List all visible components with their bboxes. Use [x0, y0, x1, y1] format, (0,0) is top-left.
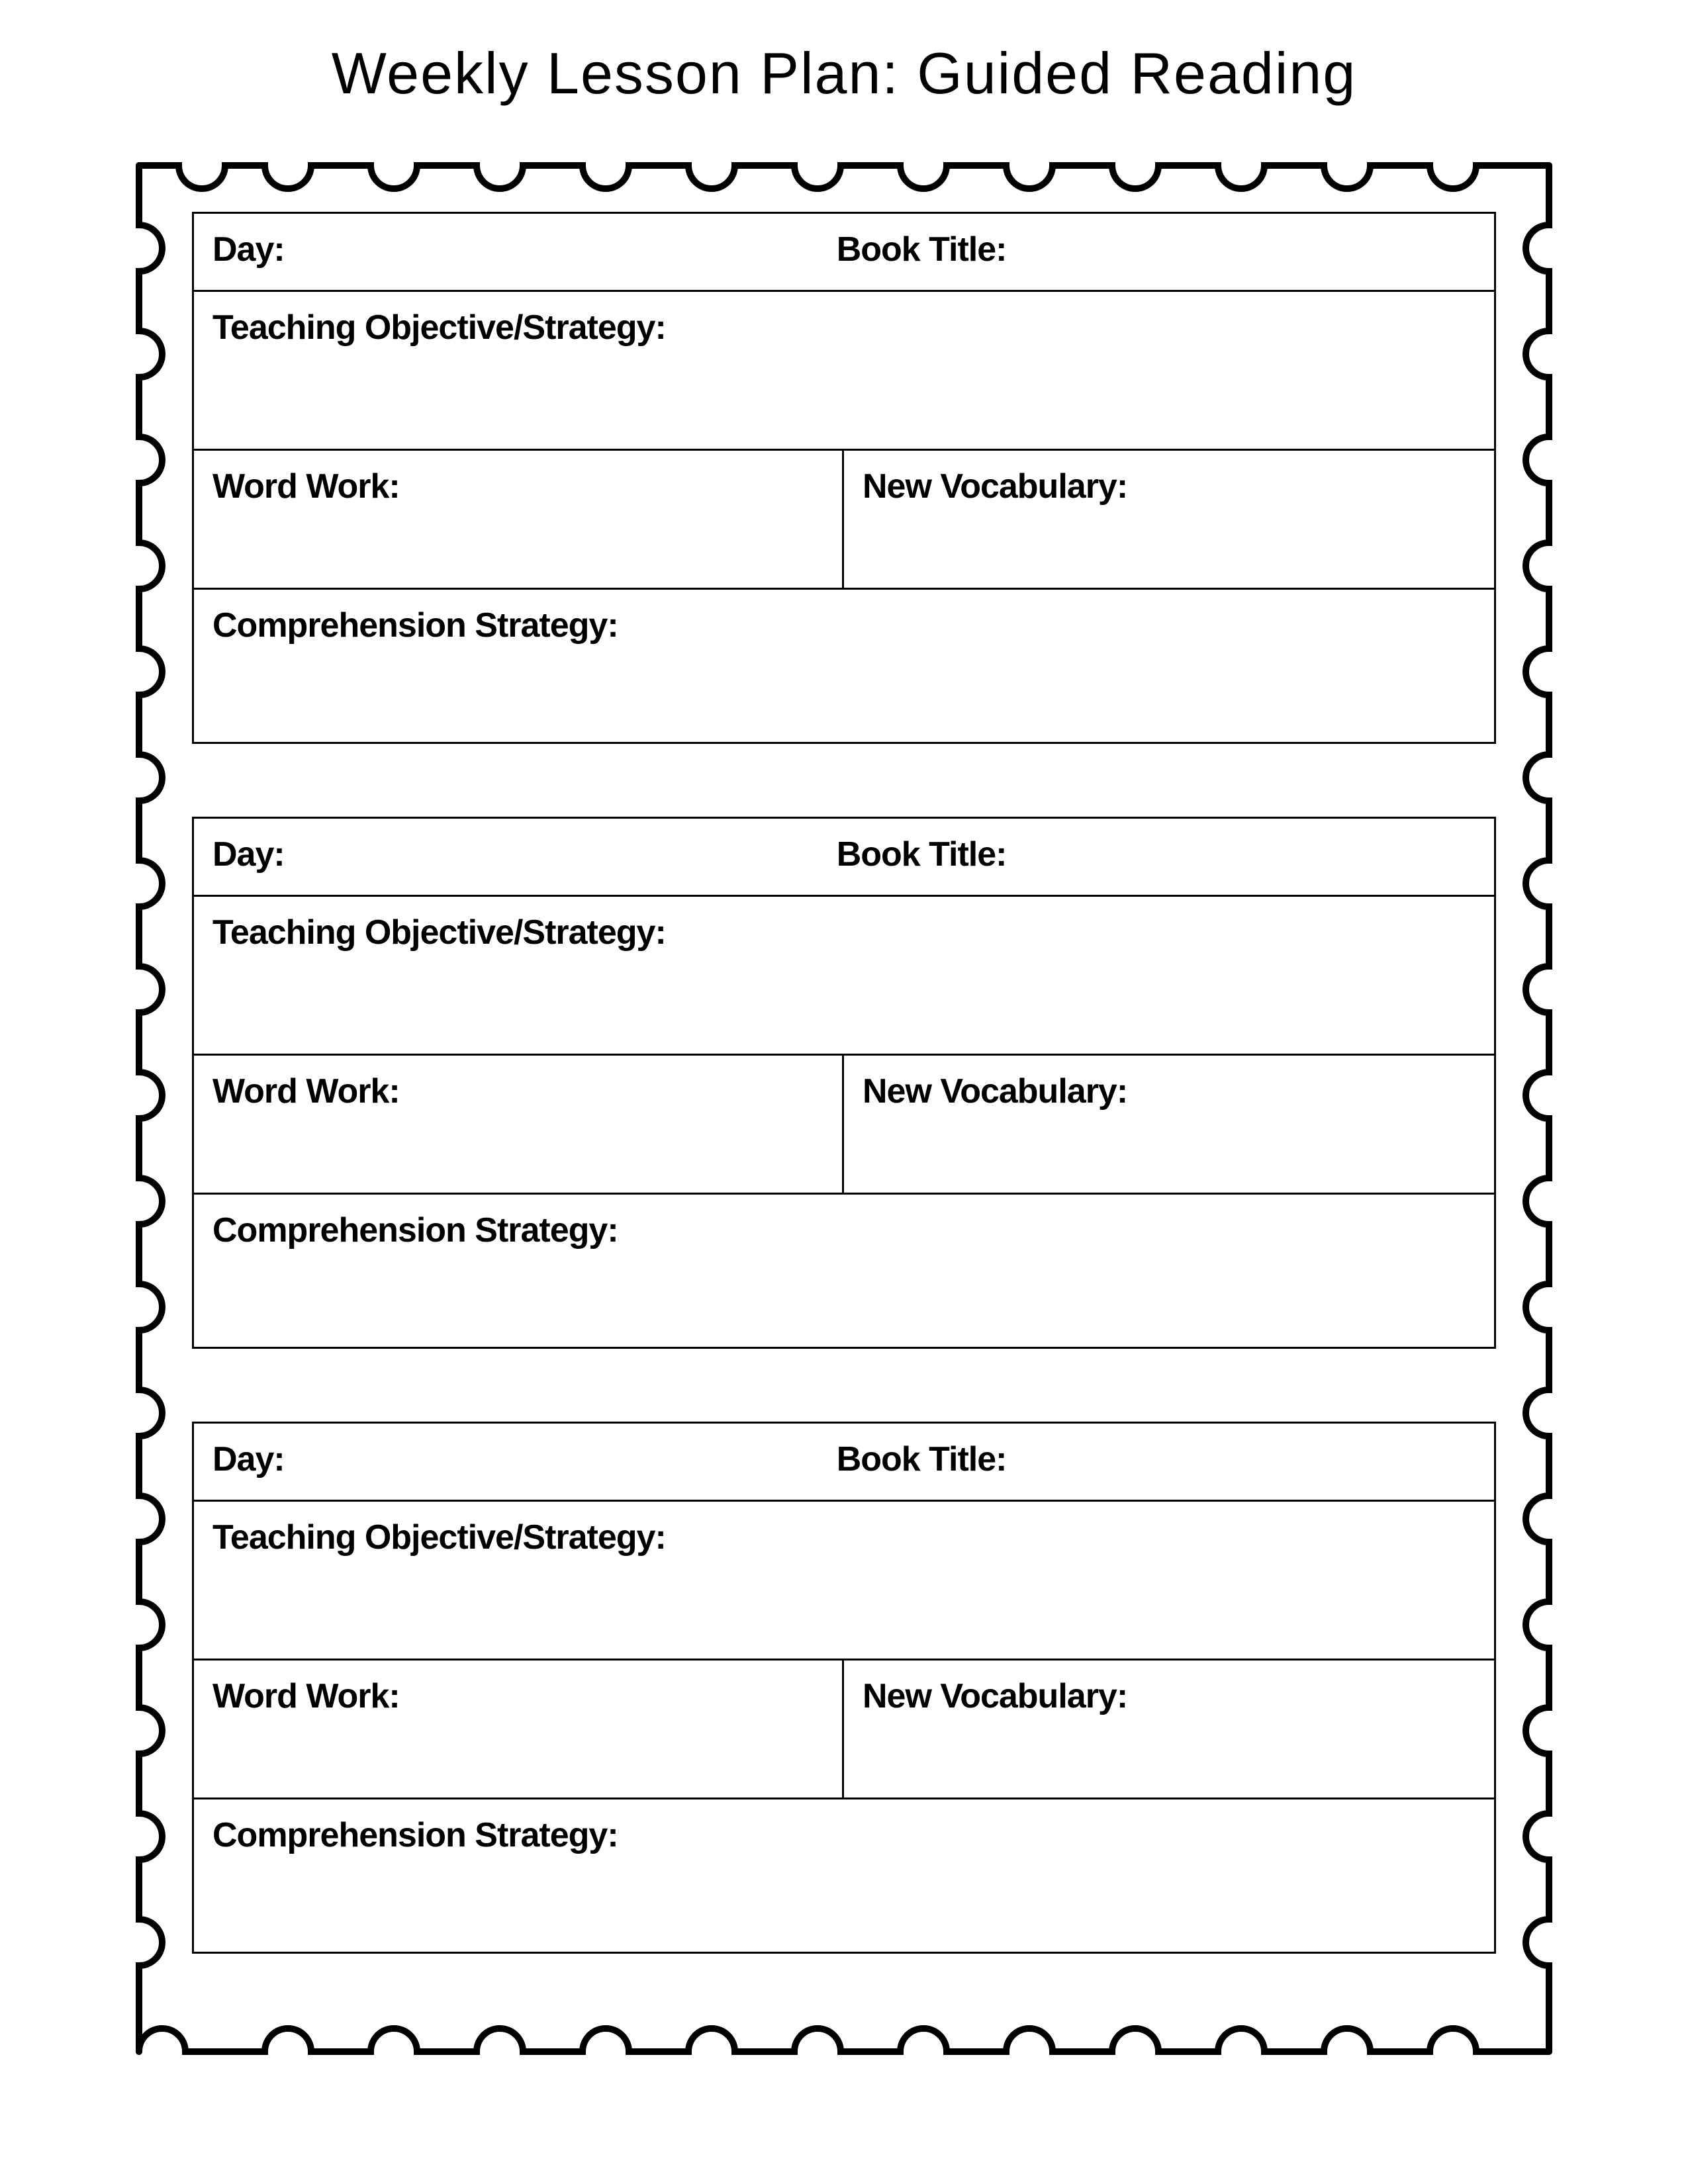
comprehension-label: Comprehension Strategy: [194, 1799, 1494, 1871]
word-work-label: Word Work: [194, 1056, 844, 1193]
content-area: Day: Book Title: Teaching Objective/Stra… [192, 212, 1496, 2026]
lesson-block-3: Day: Book Title: Teaching Objective/Stra… [192, 1422, 1496, 1954]
new-vocab-label: New Vocabulary: [844, 1661, 1494, 1732]
book-title-label: Book Title: [818, 819, 1494, 890]
comprehension-label: Comprehension Strategy: [194, 1195, 1494, 1266]
lesson-block-2: Day: Book Title: Teaching Objective/Stra… [192, 817, 1496, 1349]
word-work-label: Word Work: [194, 1661, 844, 1797]
objective-label: Teaching Objective/Strategy: [194, 897, 1494, 968]
page-title: Weekly Lesson Plan: Guided Reading [0, 40, 1688, 107]
new-vocab-label: New Vocabulary: [844, 1056, 1494, 1127]
objective-label: Teaching Objective/Strategy: [194, 1502, 1494, 1573]
day-label: Day: [194, 1424, 818, 1495]
new-vocab-label: New Vocabulary: [844, 451, 1494, 522]
day-label: Day: [194, 214, 818, 285]
word-work-label: Word Work: [194, 451, 844, 588]
objective-label: Teaching Objective/Strategy: [194, 292, 1494, 363]
comprehension-label: Comprehension Strategy: [194, 590, 1494, 661]
book-title-label: Book Title: [818, 214, 1494, 285]
day-label: Day: [194, 819, 818, 890]
book-title-label: Book Title: [818, 1424, 1494, 1495]
lesson-block-1: Day: Book Title: Teaching Objective/Stra… [192, 212, 1496, 744]
